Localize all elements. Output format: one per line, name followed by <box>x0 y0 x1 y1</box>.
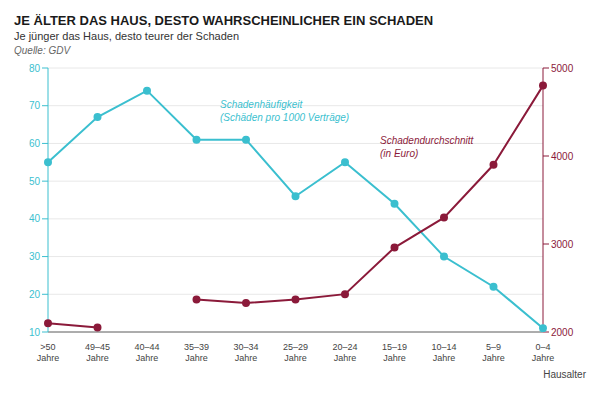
html-text:(in Euro): (in Euro) <box>380 148 419 159</box>
svg-text:25–29Jahre: 25–29Jahre <box>283 342 308 363</box>
svg-text:35–39Jahre: 35–39Jahre <box>184 342 209 363</box>
svg-text:30–34Jahre: 30–34Jahre <box>233 342 258 363</box>
svg-text:70: 70 <box>29 100 41 111</box>
svg-text:40–44Jahre: 40–44Jahre <box>134 342 159 363</box>
svg-text:20–24Jahre: 20–24Jahre <box>332 342 357 363</box>
svg-text:2000: 2000 <box>551 327 574 338</box>
svg-text:>50Jahre: >50Jahre <box>37 342 60 363</box>
html-text:Je jünger das Haus, desto teur: Je jünger das Haus, desto teurer der Sch… <box>14 30 239 42</box>
svg-text:5–9Jahre: 5–9Jahre <box>482 342 505 363</box>
svg-text:15–19Jahre: 15–19Jahre <box>382 342 407 363</box>
svg-text:20: 20 <box>29 289 41 300</box>
svg-text:50: 50 <box>29 176 41 187</box>
html-text:(Schäden pro 1000 Verträge): (Schäden pro 1000 Verträge) <box>220 112 350 123</box>
svg-text:10–14Jahre: 10–14Jahre <box>431 342 456 363</box>
svg-text:4000: 4000 <box>551 151 574 162</box>
svg-text:49–45Jahre: 49–45Jahre <box>85 342 110 363</box>
html-text:Schadendurchschnitt: Schadendurchschnitt <box>380 135 474 146</box>
svg-text:30: 30 <box>29 251 41 262</box>
html-text:Quelle: GDV: Quelle: GDV <box>14 45 71 56</box>
html-text:Hausalter: Hausalter <box>543 369 586 380</box>
svg-text:40: 40 <box>29 213 41 224</box>
svg-text:3000: 3000 <box>551 239 574 250</box>
svg-text:60: 60 <box>29 138 41 149</box>
svg-text:0–4Jahre: 0–4Jahre <box>532 342 555 363</box>
svg-text:10: 10 <box>29 327 41 338</box>
svg-text:80: 80 <box>29 63 41 74</box>
html-text:Schadenhäufigkeit: Schadenhäufigkeit <box>220 99 303 110</box>
svg-text:5000: 5000 <box>551 63 574 74</box>
html-text:JE ÄLTER DAS HAUS, DESTO WAHRS: JE ÄLTER DAS HAUS, DESTO WAHRSCHEINLICHE… <box>14 13 434 28</box>
